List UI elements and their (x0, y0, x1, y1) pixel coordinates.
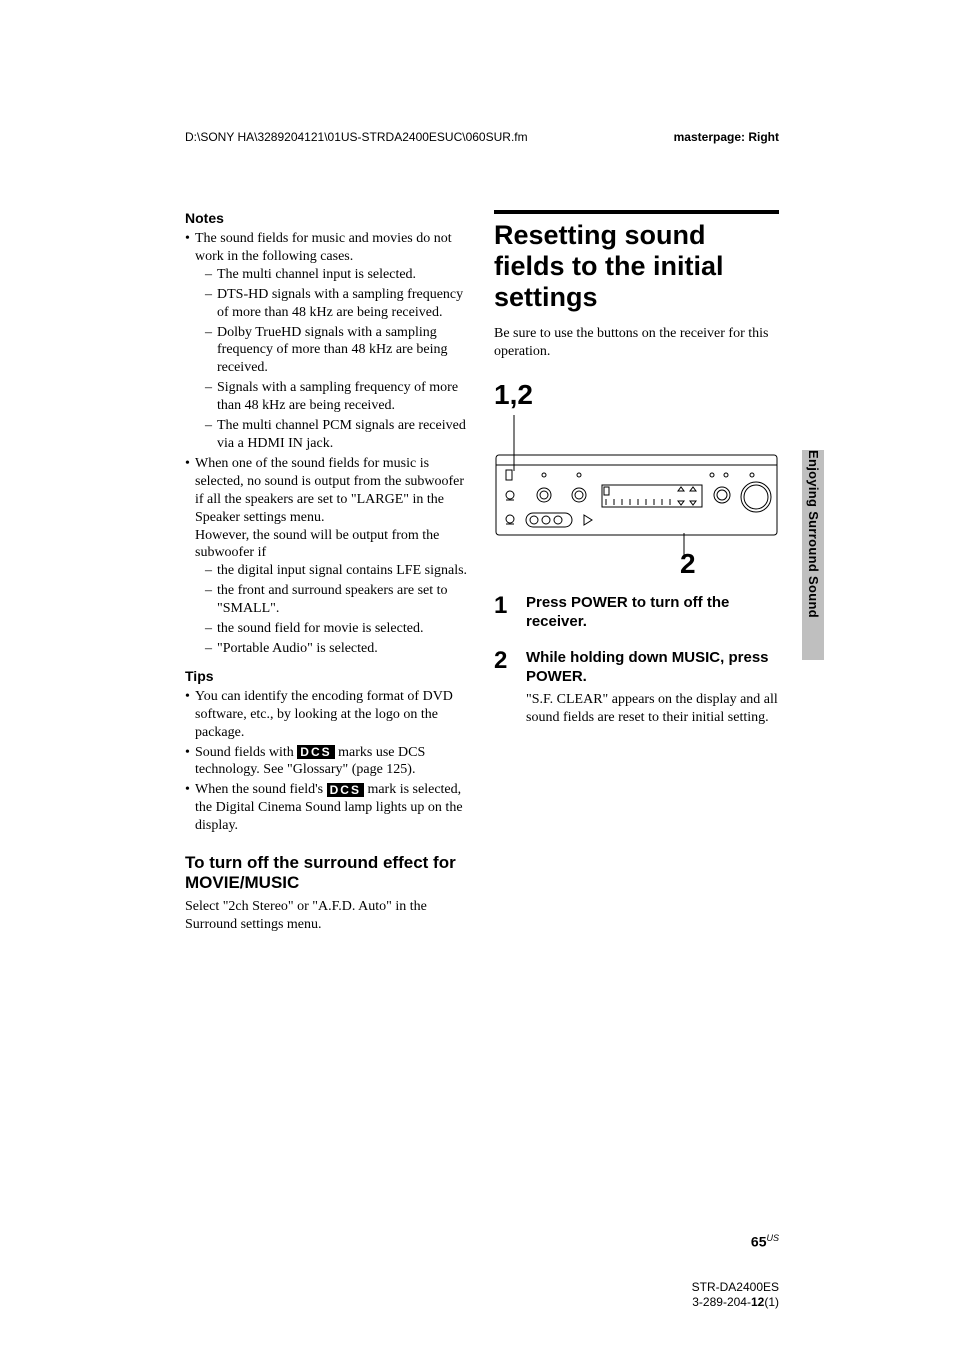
dcs-icon: DCS (327, 783, 364, 797)
receiver-diagram: 2 (494, 415, 779, 580)
step: 2 While holding down MUSIC, press POWER.… (494, 649, 779, 727)
step-number: 2 (494, 649, 514, 727)
page-title: Resetting sound fields to the initial se… (494, 220, 779, 313)
page-num-value: 65 (751, 1234, 767, 1250)
doc-number: 3-289-204-12(1) (692, 1295, 779, 1310)
list-item: "Portable Audio" is selected. (205, 640, 470, 658)
list-item: Sound fields with DCS marks use DCS tech… (185, 744, 470, 780)
list-item: You can identify the encoding format of … (185, 688, 470, 742)
sub-body: Select "2ch Stereo" or "A.F.D. Auto" in … (185, 898, 470, 934)
list-item: Signals with a sampling frequency of mor… (205, 379, 470, 415)
model-name: STR-DA2400ES (692, 1280, 779, 1295)
tip-text: Sound fields with (195, 745, 297, 760)
left-column: Notes The sound fields for music and mov… (185, 210, 470, 934)
tips-heading: Tips (185, 668, 470, 684)
tip-text: When the sound field's (195, 782, 327, 797)
heading-rule (494, 210, 779, 214)
sub-heading: To turn off the surround effect for MOVI… (185, 853, 470, 894)
list-item: DTS-HD signals with a sampling frequency… (205, 286, 470, 322)
page-number: 65US (185, 1233, 779, 1250)
right-column: Resetting sound fields to the initial se… (494, 210, 779, 934)
header-path: D:\SONY HA\3289204121\01US-STRDA2400ESUC… (185, 130, 528, 144)
step-title: While holding down MUSIC, press POWER. (526, 649, 779, 687)
diagram-bottom-label: 2 (680, 548, 696, 575)
model-info: STR-DA2400ES 3-289-204-12(1) (692, 1280, 779, 1310)
notes-heading: Notes (185, 210, 470, 226)
tips-list: You can identify the encoding format of … (185, 688, 470, 835)
note-text: The sound fields for music and movies do… (195, 231, 452, 264)
header-line: D:\SONY HA\3289204121\01US-STRDA2400ESUC… (185, 130, 779, 144)
list-item: the sound field for movie is selected. (205, 620, 470, 638)
side-tab: Enjoying Surround Sound (802, 450, 824, 660)
note-text: However, the sound will be output from t… (195, 528, 439, 561)
list-item: the front and surround speakers are set … (205, 582, 470, 618)
note-text: When one of the sound fields for music i… (195, 456, 464, 525)
list-item: The multi channel input is selected. (205, 266, 470, 284)
step-desc: "S.F. CLEAR" appears on the display and … (526, 691, 779, 727)
list-item: When one of the sound fields for music i… (185, 455, 470, 658)
page-region: US (766, 1233, 779, 1243)
notes-list: The sound fields for music and movies do… (185, 230, 470, 658)
step-number: 1 (494, 594, 514, 636)
list-item: The multi channel PCM signals are receiv… (205, 417, 470, 453)
side-tab-label: Enjoying Surround Sound (806, 450, 821, 618)
step-title: Press POWER to turn off the receiver. (526, 594, 779, 632)
intro-text: Be sure to use the buttons on the receiv… (494, 325, 779, 361)
footer: 65US (185, 1233, 779, 1250)
list-item: When the sound field's DCS mark is selec… (185, 781, 470, 835)
header-masterpage: masterpage: Right (674, 130, 779, 144)
diagram-top-label: 1,2 (494, 379, 779, 411)
list-item: the digital input signal contains LFE si… (205, 562, 470, 580)
step: 1 Press POWER to turn off the receiver. (494, 594, 779, 636)
list-item: Dolby TrueHD signals with a sampling fre… (205, 324, 470, 378)
list-item: The sound fields for music and movies do… (185, 230, 470, 453)
dcs-icon: DCS (297, 745, 334, 759)
